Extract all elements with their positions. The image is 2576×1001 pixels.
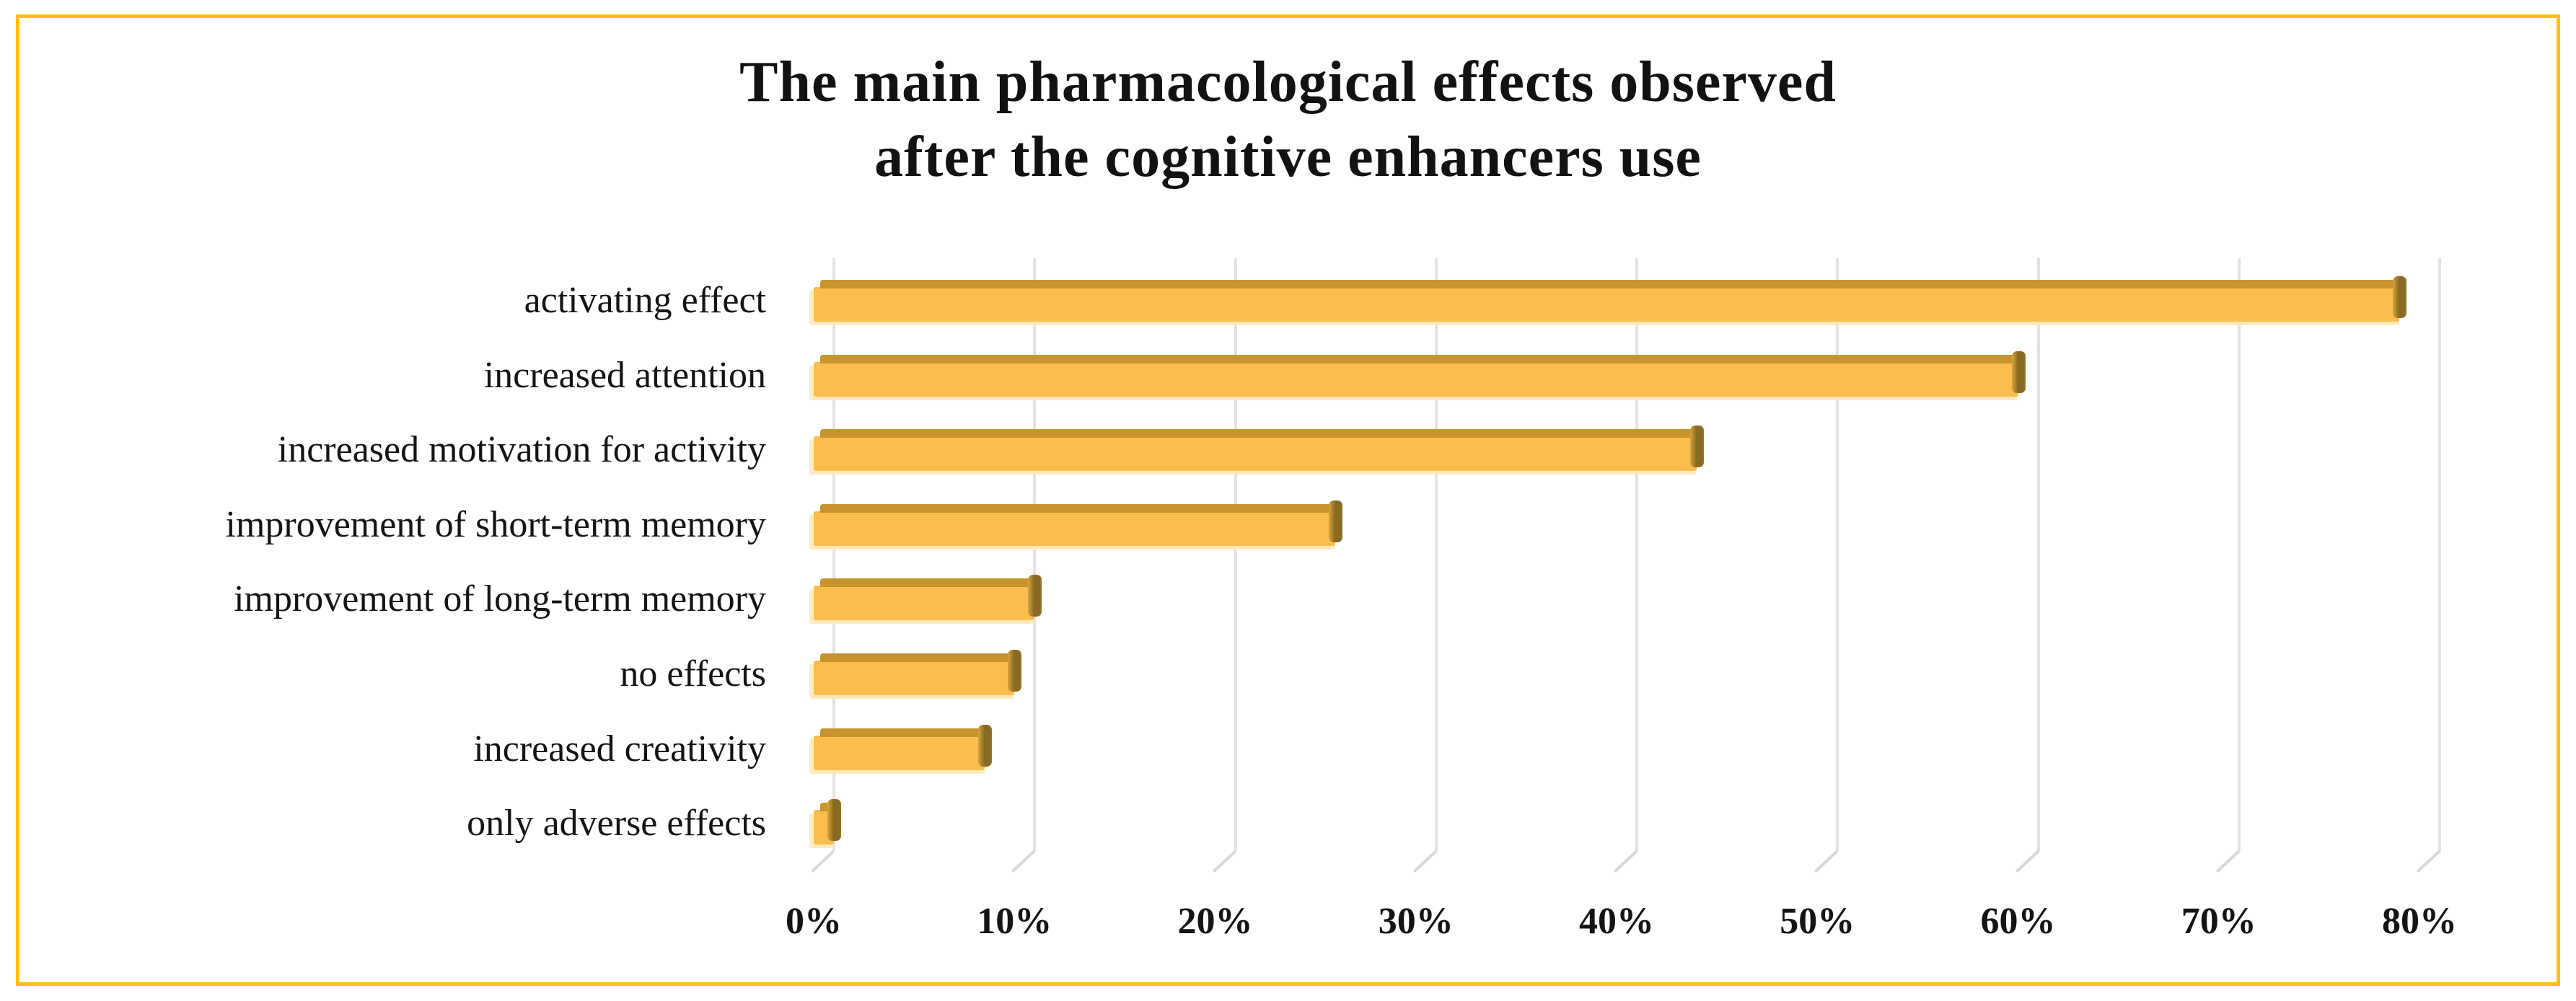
bar-end-cap-increased-motivation-for-activity	[1690, 425, 1704, 467]
category-label-increased-attention: increased attention	[483, 355, 766, 396]
gridline-50	[1836, 258, 1839, 851]
category-label-activating-effect: activating effect	[524, 280, 766, 321]
category-label-increased-motivation-for-activity: increased motivation for activity	[277, 429, 766, 470]
axis-tick-foot-70	[2215, 850, 2241, 873]
bar-only-adverse-effects	[814, 799, 841, 845]
bar-top-face-increased-creativity	[820, 728, 989, 737]
x-tick-label-20: 20%	[1177, 901, 1253, 942]
axis-tick-foot-40	[1613, 850, 1638, 873]
bar-face-activating-effect	[814, 287, 2399, 322]
x-tick-label-70: 70%	[2181, 901, 2256, 942]
bar-top-face-increased-motivation-for-activity	[820, 429, 1701, 438]
bar-face-improvement-of-short-term-memory	[814, 511, 1335, 546]
axis-tick-foot-10	[1011, 850, 1036, 873]
bar-end-cap-only-adverse-effects	[827, 799, 841, 841]
x-tick-label-40: 40%	[1579, 901, 1654, 942]
bar-end-cap-activating-effect	[2393, 276, 2406, 318]
bar-top-face-activating-effect	[820, 280, 2404, 288]
bar-increased-creativity	[814, 725, 992, 770]
bar-face-improvement-of-long-term-memory	[814, 586, 1034, 620]
gridline-0	[832, 258, 835, 851]
bar-face-increased-motivation-for-activity	[814, 436, 1697, 471]
bar-end-cap-no-effects	[1008, 650, 1021, 692]
category-label-improvement-of-short-term-memory: improvement of short-term memory	[225, 504, 766, 545]
x-tick-label-0: 0%	[786, 901, 842, 942]
bar-activating-effect	[814, 276, 2406, 322]
bar-face-increased-attention	[814, 362, 2018, 397]
x-tick-label-10: 10%	[977, 901, 1052, 942]
axis-tick-foot-50	[1814, 850, 1839, 873]
bar-top-face-improvement-of-long-term-memory	[820, 578, 1039, 587]
bar-end-cap-increased-attention	[2012, 351, 2026, 393]
bar-end-cap-increased-creativity	[978, 725, 992, 767]
category-label-only-adverse-effects: only adverse effects	[467, 803, 766, 844]
axis-tick-foot-20	[1212, 850, 1236, 873]
axis-tick-foot-0	[810, 850, 835, 873]
bar-improvement-of-short-term-memory	[814, 501, 1342, 546]
chart-title-line-2: after the cognitive enhancers use	[874, 125, 1702, 189]
bar-improvement-of-long-term-memory	[814, 575, 1042, 620]
axis-tick-foot-60	[2015, 850, 2039, 873]
category-label-no-effects: no effects	[620, 653, 766, 694]
bar-face-no-effects	[814, 661, 1014, 695]
category-label-increased-creativity: increased creativity	[473, 728, 766, 770]
gridline-40	[1635, 258, 1638, 851]
gridline-60	[2036, 258, 2040, 851]
axis-tick-foot-30	[1412, 850, 1438, 873]
category-label-improvement-of-long-term-memory: improvement of long-term memory	[234, 578, 766, 619]
bar-end-cap-improvement-of-short-term-memory	[1329, 501, 1342, 542]
chart-title-line-1: The main pharmacological effects observe…	[739, 50, 1837, 114]
bar-increased-attention	[814, 351, 2026, 397]
bar-top-face-no-effects	[820, 653, 1019, 662]
bar-no-effects	[814, 650, 1021, 695]
gridline-10	[1033, 258, 1037, 851]
gridline-80	[2438, 258, 2441, 851]
axis-tick-foot-80	[2416, 850, 2441, 873]
x-tick-label-30: 30%	[1378, 901, 1454, 942]
bar-increased-motivation-for-activity	[814, 425, 1704, 471]
gridline-20	[1234, 258, 1237, 851]
x-tick-label-60: 60%	[1980, 901, 2056, 942]
bar-top-face-increased-attention	[820, 355, 2023, 363]
x-tick-label-80: 80%	[2382, 901, 2457, 942]
gridline-30	[1434, 258, 1438, 851]
bar-face-increased-creativity	[814, 736, 985, 770]
figure-frame	[16, 14, 2560, 986]
chart-title: The main pharmacological effects observe…	[0, 45, 2576, 195]
bar-top-face-improvement-of-short-term-memory	[820, 504, 1340, 513]
bar-end-cap-improvement-of-long-term-memory	[1028, 575, 1042, 617]
gridline-70	[2237, 258, 2241, 851]
x-tick-label-50: 50%	[1780, 901, 1855, 942]
